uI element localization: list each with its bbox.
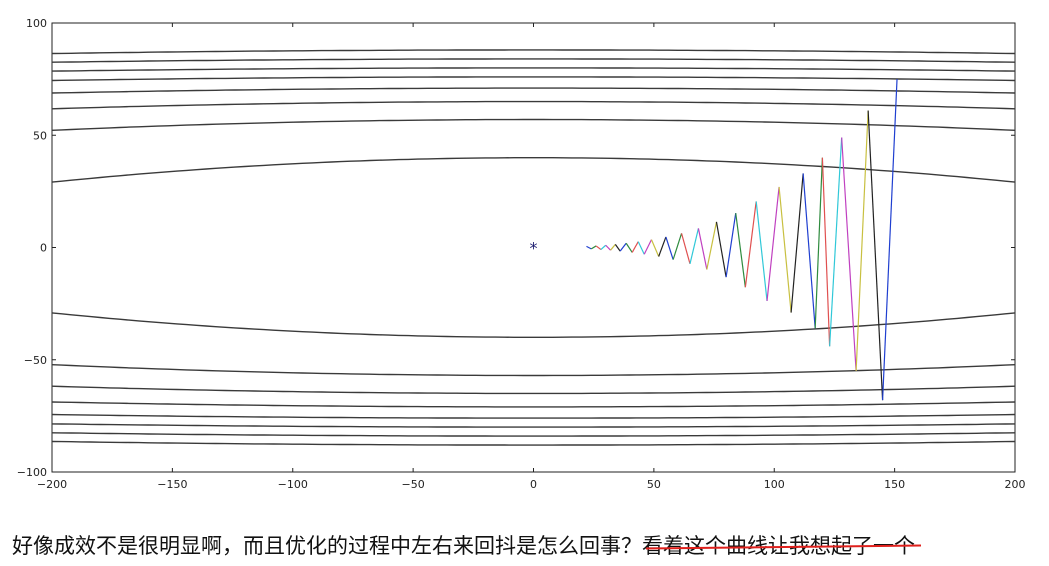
path-segment-31: [821, 157, 831, 347]
contour-line-upper-2: [51, 118, 1016, 131]
path-segment-16: [672, 233, 683, 260]
x-tick-label: −150: [157, 478, 187, 491]
x-tick-label: 150: [884, 478, 905, 491]
path-segment-22: [725, 213, 737, 278]
y-tick-label: 100: [26, 17, 47, 30]
optimization-path: [586, 79, 898, 401]
path-segment-1: [586, 245, 592, 250]
path-segment-9: [625, 242, 633, 253]
minimum-marker-group: *: [530, 239, 538, 258]
path-segment-21: [715, 221, 727, 278]
path-segment-14: [658, 236, 667, 257]
path-segment-23: [735, 213, 746, 288]
path-segment-4: [600, 244, 607, 250]
y-tick-label: −50: [24, 354, 47, 367]
path-segment-36: [881, 79, 898, 401]
path-segment-7: [614, 244, 621, 252]
contour-line-lower-7: [51, 432, 1016, 437]
path-segment-6: [610, 243, 616, 251]
contour-plot: * −200 −150 −100 −50 0 50 100 150 200 100500−50−…: [17, 17, 1026, 491]
path-segment-17: [680, 233, 691, 265]
y-tick-label: −100: [17, 466, 47, 479]
path-segment-35: [867, 110, 884, 401]
contour-line-lower-8: [51, 440, 1016, 446]
contour-line-upper-6: [51, 67, 1016, 72]
path-segment-24: [744, 201, 757, 288]
path-segment-20: [706, 221, 718, 270]
contour-line-upper-4: [51, 87, 1016, 94]
path-segment-18: [689, 228, 699, 265]
x-tick-label: −50: [402, 478, 425, 491]
contour-line-upper-3: [51, 100, 1016, 110]
path-segment-25: [755, 201, 768, 301]
minimum-star-marker: *: [530, 239, 538, 258]
x-tick-label: −200: [37, 478, 67, 491]
path-segment-33: [841, 137, 857, 372]
caption-main: 好像成效不是很明显啊，而且优化的过程中左右来回抖是怎么回事？: [12, 534, 642, 558]
contour-line-lower-1: [51, 312, 1016, 338]
path-segment-29: [802, 173, 816, 329]
contour-line-upper-8: [51, 49, 1016, 55]
caption-text: 好像成效不是很明显啊，而且优化的过程中左右来回抖是怎么回事？看着这个曲线让我想起…: [12, 530, 922, 560]
path-segment-11: [637, 241, 645, 255]
contour-line-upper-7: [51, 58, 1016, 63]
contour-line-lower-3: [51, 385, 1016, 395]
x-axis-ticks: −200 −150 −100 −50 0 50 100 150 200: [37, 23, 1026, 491]
x-tick-label: −100: [278, 478, 308, 491]
x-tick-label: 100: [764, 478, 785, 491]
contour-lines: [51, 49, 1016, 446]
path-segment-13: [650, 239, 660, 257]
path-segment-12: [643, 239, 653, 255]
path-segment-5: [605, 244, 611, 251]
path-segment-32: [829, 137, 843, 347]
x-tick-label: 50: [647, 478, 661, 491]
contour-line-upper-5: [51, 76, 1016, 82]
path-segment-27: [778, 186, 792, 313]
y-tick-label: 0: [40, 242, 47, 255]
contour-line-lower-5: [51, 413, 1016, 419]
contour-line-lower-4: [51, 401, 1016, 408]
path-segment-15: [665, 236, 674, 260]
path-segment-19: [697, 228, 708, 270]
y-axis-ticks: 100 50 0 −50 −100: [17, 17, 1015, 479]
contour-line-lower-2: [51, 364, 1016, 377]
path-segment-34: [855, 110, 869, 372]
contour-line-upper-1: [51, 157, 1016, 183]
path-segment-2: [590, 245, 597, 250]
caption-struck-text: 看着这个曲线让我想起了一个: [642, 534, 922, 558]
y-tick-label: 50: [33, 129, 47, 142]
x-tick-label: 200: [1005, 478, 1026, 491]
path-segment-28: [790, 173, 804, 313]
path-segment-10: [631, 241, 639, 253]
path-segment-8: [619, 242, 627, 252]
contour-line-lower-6: [51, 423, 1016, 428]
x-tick-label: 0: [530, 478, 537, 491]
path-segment-3: [595, 245, 602, 251]
path-segment-30: [814, 157, 823, 329]
path-segment-26: [766, 186, 780, 301]
